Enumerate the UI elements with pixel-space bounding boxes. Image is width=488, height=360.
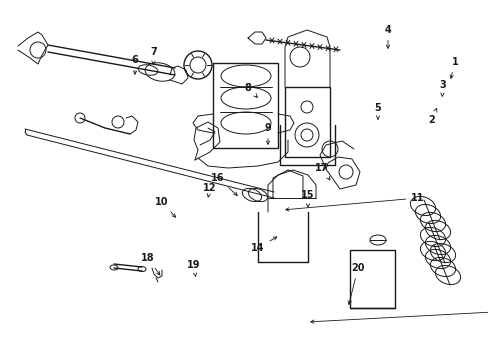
Text: 13: 13 — [310, 303, 488, 323]
Text: 18: 18 — [141, 253, 160, 275]
Text: 3: 3 — [439, 80, 446, 96]
Text: 16: 16 — [211, 173, 237, 195]
Text: 6: 6 — [131, 55, 138, 74]
Text: 14: 14 — [251, 237, 276, 253]
Bar — [213, 63, 278, 148]
Text: 9: 9 — [264, 123, 271, 144]
Text: 10: 10 — [155, 197, 175, 217]
Text: 1: 1 — [449, 57, 457, 78]
Text: 12: 12 — [203, 183, 216, 197]
Bar — [285, 87, 329, 157]
Text: 20: 20 — [347, 263, 364, 305]
Text: 11: 11 — [285, 193, 424, 211]
Bar — [349, 250, 394, 308]
Text: 5: 5 — [374, 103, 381, 119]
Text: 17: 17 — [315, 163, 329, 180]
Text: 15: 15 — [301, 190, 314, 207]
Text: 7: 7 — [150, 47, 157, 64]
Text: 19: 19 — [187, 260, 201, 276]
Text: 2: 2 — [428, 108, 436, 125]
Text: 8: 8 — [244, 83, 257, 97]
Text: 4: 4 — [384, 25, 390, 48]
